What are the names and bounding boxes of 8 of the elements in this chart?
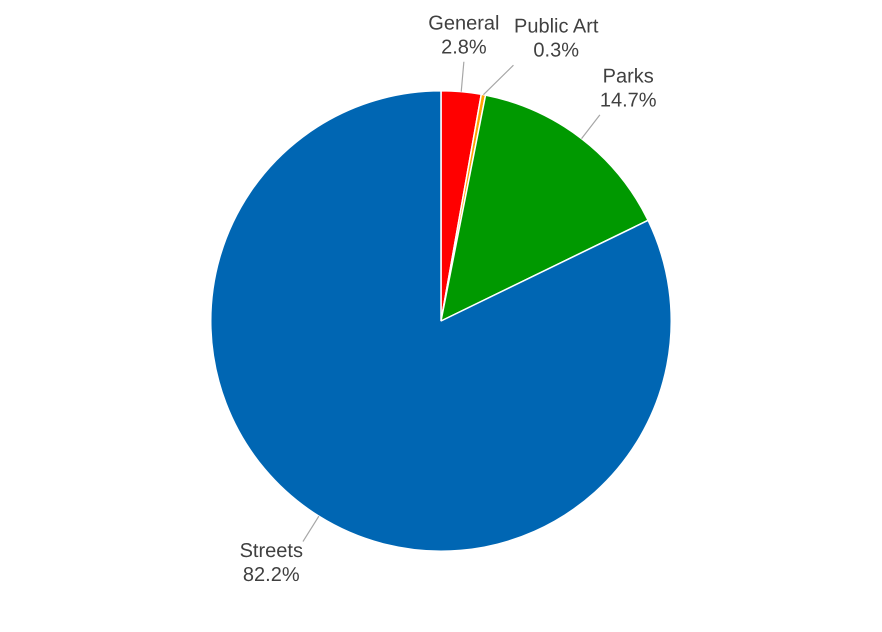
slice-label: Parks <box>602 65 654 88</box>
data-label: 2.8% <box>441 36 487 58</box>
data-label: 82.2% <box>242 564 300 586</box>
data-label: 0.3% <box>533 40 580 62</box>
slice-label: Public Art <box>514 16 599 38</box>
slice-label: Streets <box>240 540 303 562</box>
data-label: 14.7% <box>600 89 657 112</box>
slice-label: General <box>428 12 500 34</box>
